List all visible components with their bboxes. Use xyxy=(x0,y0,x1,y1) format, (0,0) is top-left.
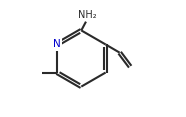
Text: NH₂: NH₂ xyxy=(78,10,97,20)
Text: N: N xyxy=(53,39,61,49)
